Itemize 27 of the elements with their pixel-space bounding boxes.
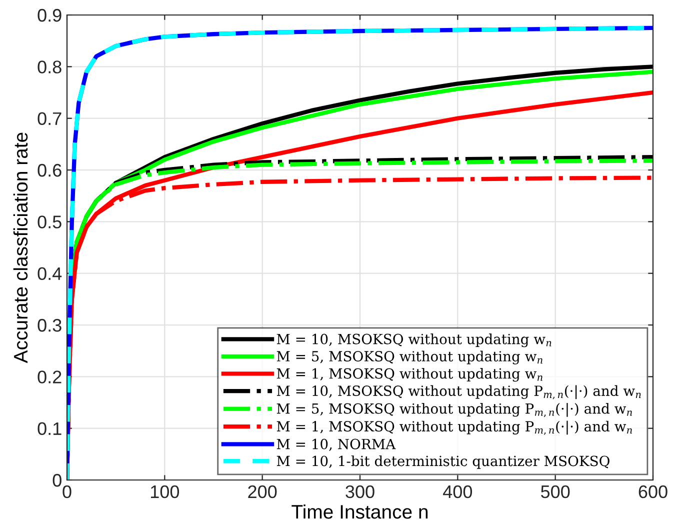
x-tick-label: 100 [150, 485, 180, 498]
y-axis-title: Accurate classficiation rate [13, 132, 28, 364]
y-tick-label: 0.5 [38, 216, 62, 228]
legend-label: M = 10, MSOKSQ without updating w$_{n}$ [276, 334, 552, 348]
legend-label: M = 1, MSOKSQ without updating w$_{n}$ [276, 368, 542, 382]
legend-label: M = 5, MSOKSQ without updating P$_{m,n}$(·|·) and w$_{n}$ [276, 402, 632, 418]
y-tick-label: 0.1 [38, 422, 62, 436]
y-tick-label: 0.4 [38, 267, 62, 280]
x-axis-title: Time Instance n [292, 504, 428, 519]
y-tick-label: 0.8 [38, 60, 62, 74]
y-tick-label: 0.9 [38, 8, 62, 22]
legend-label: M = 10, NORMA [276, 438, 396, 451]
x-tick-label: 300 [346, 485, 374, 498]
y-tick-label: 0.2 [38, 370, 62, 384]
x-tick-label: 0 [62, 485, 72, 498]
x-tick-label: 500 [540, 485, 570, 498]
x-tick-label: 600 [638, 485, 668, 498]
y-tick-label: 0 [52, 474, 62, 487]
x-tick-label: 200 [248, 485, 277, 498]
legend-label: M = 10, 1-bit deterministic quantizer MSOKSQ [276, 455, 610, 469]
y-tick-label: 0.3 [38, 318, 62, 332]
legend-label: M = 10, MSOKSQ without updating P$_{m,n}$(·|·) and w$_{n}$ [276, 385, 641, 400]
legend-label: M = 5, MSOKSQ without updating w$_{n}$ [276, 350, 542, 364]
y-tick-label: 0.6 [38, 164, 62, 177]
x-tick-label: 400 [443, 485, 472, 498]
y-tick-label: 0.7 [38, 112, 62, 126]
legend-label: M = 1, MSOKSQ without updating P$_{m,n}$(·|·) and w$_{n}$ [276, 420, 632, 435]
